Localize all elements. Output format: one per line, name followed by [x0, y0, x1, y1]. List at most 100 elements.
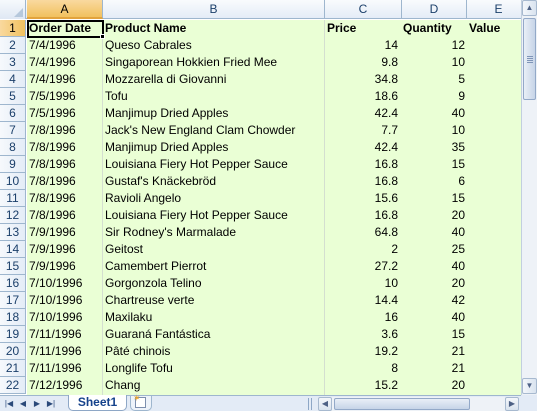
column-header-d[interactable]: D: [402, 0, 467, 19]
cell-price[interactable]: 16.8: [374, 208, 398, 222]
insert-worksheet-button[interactable]: ✶: [130, 394, 152, 411]
cell-product-name[interactable]: Manjimup Dried Apples: [105, 106, 229, 120]
vertical-scrollbar[interactable]: ▲ ▼: [521, 0, 537, 395]
cell-order-date[interactable]: 7/8/1996: [29, 140, 76, 154]
vertical-scroll-thumb[interactable]: [523, 18, 536, 100]
cell-product-name[interactable]: Maxilaku: [105, 310, 153, 324]
cell-product-name[interactable]: Guaraná Fantástica: [105, 327, 211, 341]
cell-price[interactable]: 34.8: [374, 72, 398, 86]
cell-product-name[interactable]: Jack's New England Clam Chowder: [105, 123, 296, 137]
row-header[interactable]: 15: [0, 258, 26, 275]
row-header[interactable]: 11: [0, 190, 26, 207]
cell-price[interactable]: 14: [384, 38, 398, 52]
cell-order-date[interactable]: 7/8/1996: [29, 123, 76, 137]
cell-order-date[interactable]: 7/9/1996: [29, 225, 76, 239]
row-header[interactable]: 13: [0, 224, 26, 241]
cell-order-date[interactable]: 7/11/1996: [29, 361, 82, 375]
row-header[interactable]: 18: [0, 309, 26, 326]
cell-order-date[interactable]: 7/9/1996: [29, 259, 76, 273]
cell-a1-order-date[interactable]: Order Date: [29, 21, 92, 35]
row-header[interactable]: 10: [0, 173, 26, 190]
cell-quantity[interactable]: 40: [451, 310, 465, 324]
cell-order-date[interactable]: 7/10/1996: [29, 293, 83, 307]
column-header-a[interactable]: A: [27, 0, 103, 19]
cell-price[interactable]: 8: [391, 361, 398, 375]
cell-product-name[interactable]: Singaporean Hokkien Fried Mee: [105, 55, 278, 69]
select-all-corner[interactable]: [0, 0, 26, 19]
cell-quantity[interactable]: 42: [451, 293, 465, 307]
last-sheet-icon[interactable]: ▶|: [46, 399, 56, 408]
cell-product-name[interactable]: Chang: [105, 378, 141, 392]
cell-quantity[interactable]: 35: [451, 140, 465, 154]
cell-price[interactable]: 3.6: [381, 327, 398, 341]
row-header[interactable]: 22: [0, 377, 26, 394]
cell-grid[interactable]: Order Date Product Name Price Quantity V…: [27, 20, 521, 395]
cell-product-name[interactable]: Ravioli Angelo: [105, 191, 182, 205]
cell-product-name[interactable]: Tofu: [105, 89, 128, 103]
cell-price[interactable]: 14.4: [374, 293, 398, 307]
cell-quantity[interactable]: 20: [451, 378, 465, 392]
cell-product-name[interactable]: Pâté chinois: [105, 344, 171, 358]
cell-quantity[interactable]: 40: [451, 225, 465, 239]
cell-order-date[interactable]: 7/12/1996: [29, 378, 83, 392]
column-header-c[interactable]: C: [325, 0, 402, 19]
cell-quantity[interactable]: 20: [451, 208, 465, 222]
cell-quantity[interactable]: 6: [458, 174, 465, 188]
row-header[interactable]: 7: [0, 122, 26, 139]
cell-price[interactable]: 64.8: [374, 225, 398, 239]
cell-b1-product-name[interactable]: Product Name: [105, 21, 187, 35]
cell-order-date[interactable]: 7/4/1996: [29, 55, 76, 69]
cell-price[interactable]: 10: [384, 276, 398, 290]
cell-order-date[interactable]: 7/5/1996: [29, 106, 76, 120]
cell-quantity[interactable]: 12: [451, 38, 465, 52]
cell-order-date[interactable]: 7/8/1996: [29, 174, 76, 188]
cell-price[interactable]: 19.2: [374, 344, 398, 358]
horizontal-scroll-thumb[interactable]: [334, 398, 470, 410]
row-header[interactable]: 8: [0, 139, 26, 156]
scroll-up-icon[interactable]: ▲: [522, 0, 537, 16]
cell-quantity[interactable]: 20: [451, 276, 465, 290]
row-header[interactable]: 17: [0, 292, 26, 309]
sheet-tab-sheet1[interactable]: Sheet1: [68, 395, 127, 411]
cell-product-name[interactable]: Louisiana Fiery Hot Pepper Sauce: [105, 157, 288, 171]
cell-quantity[interactable]: 21: [451, 361, 465, 375]
row-header[interactable]: 5: [0, 88, 26, 105]
cell-product-name[interactable]: Geitost: [105, 242, 144, 256]
row-header[interactable]: 3: [0, 54, 26, 71]
cell-price[interactable]: 7.7: [381, 123, 398, 137]
cell-price[interactable]: 15.6: [374, 191, 398, 205]
cell-quantity[interactable]: 25: [451, 242, 465, 256]
cell-product-name[interactable]: Louisiana Fiery Hot Pepper Sauce: [105, 208, 288, 222]
row-header[interactable]: 19: [0, 326, 26, 343]
cell-order-date[interactable]: 7/8/1996: [29, 208, 76, 222]
column-header-b[interactable]: B: [103, 0, 325, 19]
row-header[interactable]: 6: [0, 105, 26, 122]
cell-product-name[interactable]: Gustaf's Knäckebröd: [105, 174, 217, 188]
cell-price[interactable]: 2: [391, 242, 398, 256]
cell-d1-quantity[interactable]: Quantity: [403, 21, 452, 35]
cell-order-date[interactable]: 7/10/1996: [29, 310, 83, 324]
cell-order-date[interactable]: 7/11/1996: [29, 344, 82, 358]
cell-quantity[interactable]: 15: [451, 327, 465, 341]
cell-order-date[interactable]: 7/4/1996: [29, 38, 76, 52]
first-sheet-icon[interactable]: |◀: [4, 399, 14, 408]
tab-split-handle[interactable]: [308, 398, 312, 410]
cell-quantity[interactable]: 10: [451, 55, 465, 69]
scroll-left-icon[interactable]: ◀: [318, 397, 332, 411]
cell-order-date[interactable]: 7/8/1996: [29, 191, 76, 205]
cell-quantity[interactable]: 5: [458, 72, 465, 86]
cell-price[interactable]: 42.4: [374, 106, 398, 120]
cell-product-name[interactable]: Manjimup Dried Apples: [105, 140, 229, 154]
cell-c1-price[interactable]: Price: [327, 21, 357, 35]
row-header[interactable]: 16: [0, 275, 26, 292]
cell-product-name[interactable]: Sir Rodney's Marmalade: [105, 225, 237, 239]
cell-product-name[interactable]: Longlife Tofu: [105, 361, 173, 375]
cell-order-date[interactable]: 7/10/1996: [29, 276, 83, 290]
next-sheet-icon[interactable]: ▶: [33, 399, 41, 408]
row-header[interactable]: 14: [0, 241, 26, 258]
row-header[interactable]: 9: [0, 156, 26, 173]
scroll-right-icon[interactable]: ▶: [505, 397, 519, 411]
horizontal-scrollbar[interactable]: ◀ ▶: [318, 397, 519, 411]
cell-product-name[interactable]: Chartreuse verte: [105, 293, 195, 307]
cell-product-name[interactable]: Camembert Pierrot: [105, 259, 207, 273]
